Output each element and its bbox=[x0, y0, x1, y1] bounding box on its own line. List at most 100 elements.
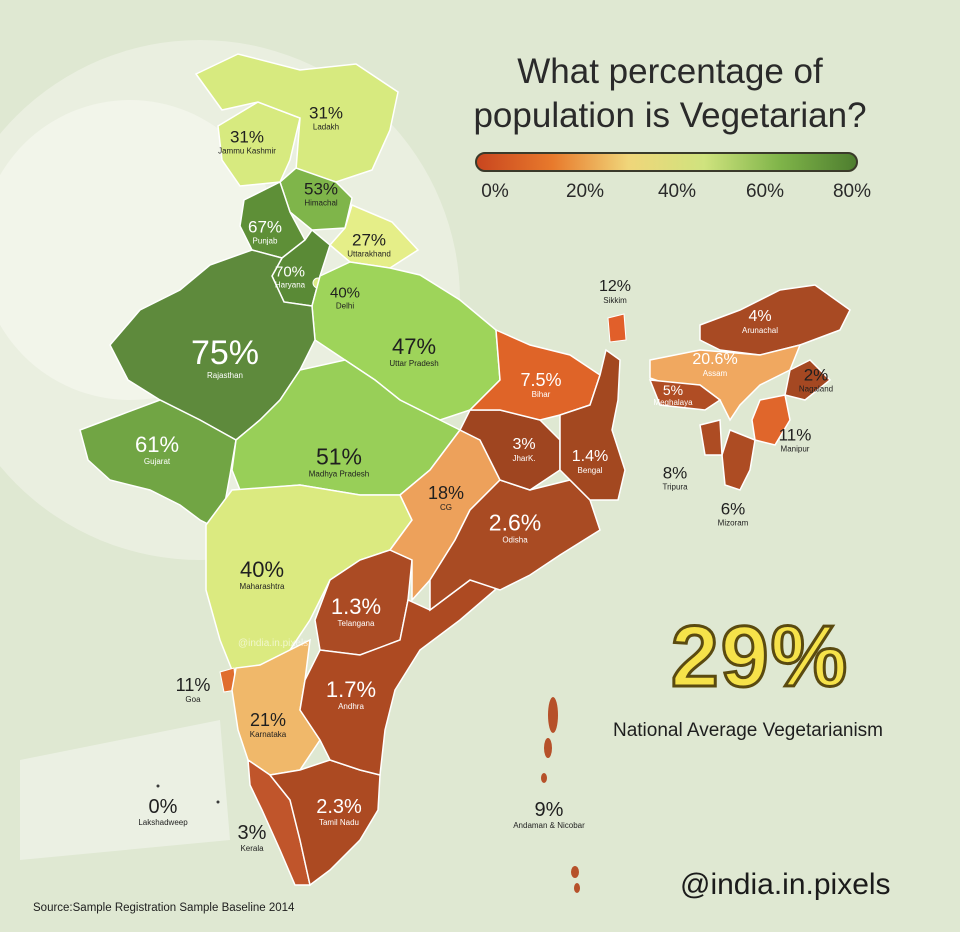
region-sikkim bbox=[607, 313, 627, 343]
region-manipur bbox=[751, 394, 791, 446]
region-value: 7.5% bbox=[520, 370, 562, 390]
region-value: 21% bbox=[249, 710, 287, 730]
region-label: 11% Goa bbox=[176, 676, 211, 704]
region-label: 31% Ladakh bbox=[309, 105, 343, 132]
region-label: 7.5% Bihar bbox=[520, 371, 561, 399]
region-value: 2.6% bbox=[488, 509, 542, 536]
chart-title: What percentage of population is Vegetar… bbox=[473, 52, 867, 135]
region-odisha bbox=[429, 479, 601, 612]
region-name: Karnataka bbox=[249, 730, 287, 739]
region-label: 18% CG bbox=[428, 484, 464, 512]
legend-tick: 80% bbox=[832, 181, 872, 202]
region-name: Sikkim bbox=[603, 296, 627, 305]
region-label: 70% Haryana bbox=[275, 265, 305, 290]
region-label: 75% Rajasthan bbox=[191, 336, 259, 380]
region-value: 18% bbox=[427, 483, 465, 503]
region-label: 8% Tripura bbox=[662, 465, 687, 492]
region-value: 12% bbox=[598, 278, 632, 295]
region-value: 2.3% bbox=[316, 796, 362, 818]
region-name: Tamil Nadu bbox=[318, 818, 359, 827]
region-name: Jammu Kashmir bbox=[218, 146, 276, 156]
national-average-value: 29% bbox=[669, 608, 850, 707]
region-label: 21% Karnataka bbox=[250, 711, 286, 739]
region-value: 9% bbox=[534, 799, 564, 821]
region-label: 6% Mizoram bbox=[718, 501, 749, 528]
region-value: 67% bbox=[247, 217, 283, 237]
region-label: 3% JharK. bbox=[512, 437, 535, 463]
region-value: 75% bbox=[190, 334, 260, 372]
region-value: 61% bbox=[134, 432, 180, 457]
region-name: Kerala bbox=[240, 844, 264, 853]
watermark: @india.in.pixels bbox=[238, 638, 309, 649]
region-label: 11% Manipur bbox=[779, 427, 812, 454]
region-value: 11% bbox=[175, 675, 211, 695]
region-tamil-nadu bbox=[268, 759, 381, 887]
region-name: Andaman & Nicobar bbox=[513, 821, 585, 830]
region-name: Manipur bbox=[780, 444, 810, 454]
region-value: 6% bbox=[720, 499, 746, 519]
region-name: Odisha bbox=[502, 535, 528, 545]
color-scale-legend bbox=[475, 152, 858, 172]
region-label: 0% Lakshadweep bbox=[138, 797, 187, 827]
region-name: Telangana bbox=[337, 619, 375, 628]
region-name: Bengal bbox=[577, 466, 603, 475]
region-value: 31% bbox=[229, 127, 265, 147]
region-lakshadweep bbox=[156, 784, 220, 804]
region-name: Bihar bbox=[531, 390, 551, 399]
region-value: 40% bbox=[329, 284, 361, 302]
region-tripura bbox=[699, 419, 723, 456]
region-label: 2.6% Odisha bbox=[488, 509, 542, 545]
region-value: 53% bbox=[303, 179, 339, 199]
brand-handle: @india.in.pixels bbox=[680, 868, 891, 901]
region-label: 1.4% Bengal bbox=[572, 449, 608, 475]
region-label: 5% Meghalaya bbox=[653, 383, 692, 407]
national-average-label: National Average Vegetarianism bbox=[612, 720, 884, 741]
region-name: Uttarakhand bbox=[347, 249, 391, 259]
region-meghalaya bbox=[648, 379, 722, 411]
region-label: 2.3% Tamil Nadu bbox=[316, 797, 362, 827]
region-name: Meghalaya bbox=[653, 398, 693, 407]
region-value: 4% bbox=[748, 308, 772, 325]
region-name: Haryana bbox=[274, 280, 306, 290]
region-name: Rajasthan bbox=[206, 371, 244, 380]
region-value: 1.7% bbox=[325, 677, 377, 702]
region-name: Assam bbox=[702, 369, 728, 378]
region-value: 8% bbox=[662, 463, 688, 483]
region-andhra bbox=[299, 558, 502, 776]
region-value: 1.4% bbox=[571, 448, 609, 465]
legend-tick: 20% bbox=[565, 181, 605, 202]
region-bengal bbox=[559, 348, 626, 501]
region-label: 51% Madhya Pradesh bbox=[308, 445, 370, 479]
region-name: Goa bbox=[185, 695, 201, 704]
region-arunachal bbox=[699, 284, 851, 356]
region-name: Madhya Pradesh bbox=[308, 469, 370, 479]
region-label: 9% Andaman & Nicobar bbox=[513, 800, 585, 830]
region-value: 47% bbox=[391, 334, 437, 359]
region-label: 47% Uttar Pradesh bbox=[389, 336, 438, 368]
region-andaman-nicobar bbox=[541, 697, 580, 893]
region-name: Maharashtra bbox=[239, 582, 285, 591]
region-label: 53% Himachal bbox=[304, 181, 338, 208]
region-nagaland bbox=[784, 359, 832, 401]
region-name: Mizoram bbox=[717, 518, 749, 528]
source-note: Source:Sample Registration Sample Baseli… bbox=[33, 902, 295, 914]
region-label: 31% Jammu Kashmir bbox=[218, 129, 276, 156]
region-name: Lakshadweep bbox=[138, 818, 188, 827]
region-value: 2% bbox=[803, 365, 829, 385]
region-label: 27% Uttarakhand bbox=[347, 232, 391, 259]
region-name: Andhra bbox=[338, 702, 364, 711]
region-value: 20.6% bbox=[692, 351, 738, 368]
region-name: Arunachal bbox=[741, 326, 779, 335]
legend-tick: 60% bbox=[745, 181, 785, 202]
region-name: Gujarat bbox=[143, 457, 171, 466]
region-name: Ladakh bbox=[312, 122, 340, 132]
region-value: 5% bbox=[662, 382, 684, 398]
region-value: 70% bbox=[274, 263, 306, 281]
region-name: JharK. bbox=[512, 454, 536, 463]
region-uttarakhand bbox=[328, 203, 420, 269]
region-label: 61% Gujarat bbox=[135, 434, 179, 466]
region-label: 40% Delhi bbox=[330, 286, 360, 311]
region-value: 0% bbox=[148, 796, 178, 818]
region-label: 67% Punjab bbox=[248, 219, 282, 246]
